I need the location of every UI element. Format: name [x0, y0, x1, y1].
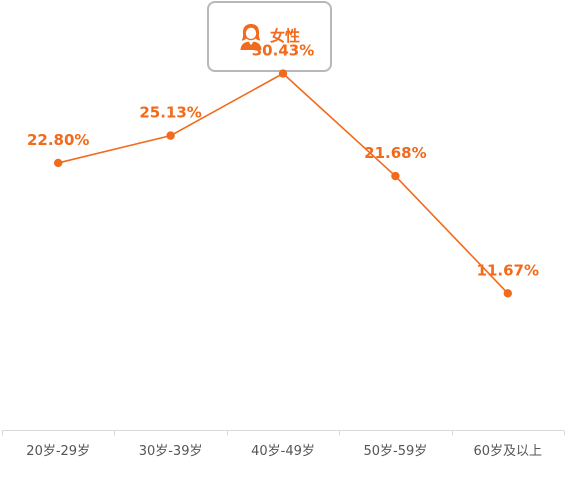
- data-label: 22.80%: [27, 131, 89, 149]
- legend: 女性: [207, 1, 332, 72]
- x-axis-ticks: [2, 430, 565, 436]
- data-point: [391, 171, 400, 181]
- data-label: 11.67%: [477, 261, 539, 279]
- legend-label: 女性: [269, 27, 300, 45]
- series-points: [54, 69, 512, 298]
- x-tick-label: 30岁-39岁: [139, 444, 203, 459]
- data-label: 21.68%: [364, 144, 426, 162]
- data-point: [166, 131, 175, 140]
- data-point: [503, 289, 512, 298]
- x-tick-label: 40岁-49岁: [251, 444, 315, 459]
- data-label: 25.13%: [139, 104, 201, 122]
- x-axis-tick-labels: 20岁-29岁 30岁-39岁 40岁-49岁 50岁-59岁 60岁及以上: [26, 444, 542, 459]
- x-tick-label: 20岁-29岁: [26, 444, 90, 459]
- data-label: 30.43%: [252, 42, 314, 60]
- x-tick-label: 50岁-59岁: [364, 444, 428, 459]
- data-point: [278, 69, 288, 78]
- series-line: [58, 72, 509, 294]
- x-tick-label: 60岁及以上: [474, 444, 543, 459]
- data-point: [54, 158, 63, 168]
- female-user-icon: [240, 23, 262, 50]
- data-labels: 22.80% 25.13% 30.43% 21.68% 11.67%: [27, 42, 539, 280]
- series-lines: [58, 72, 509, 294]
